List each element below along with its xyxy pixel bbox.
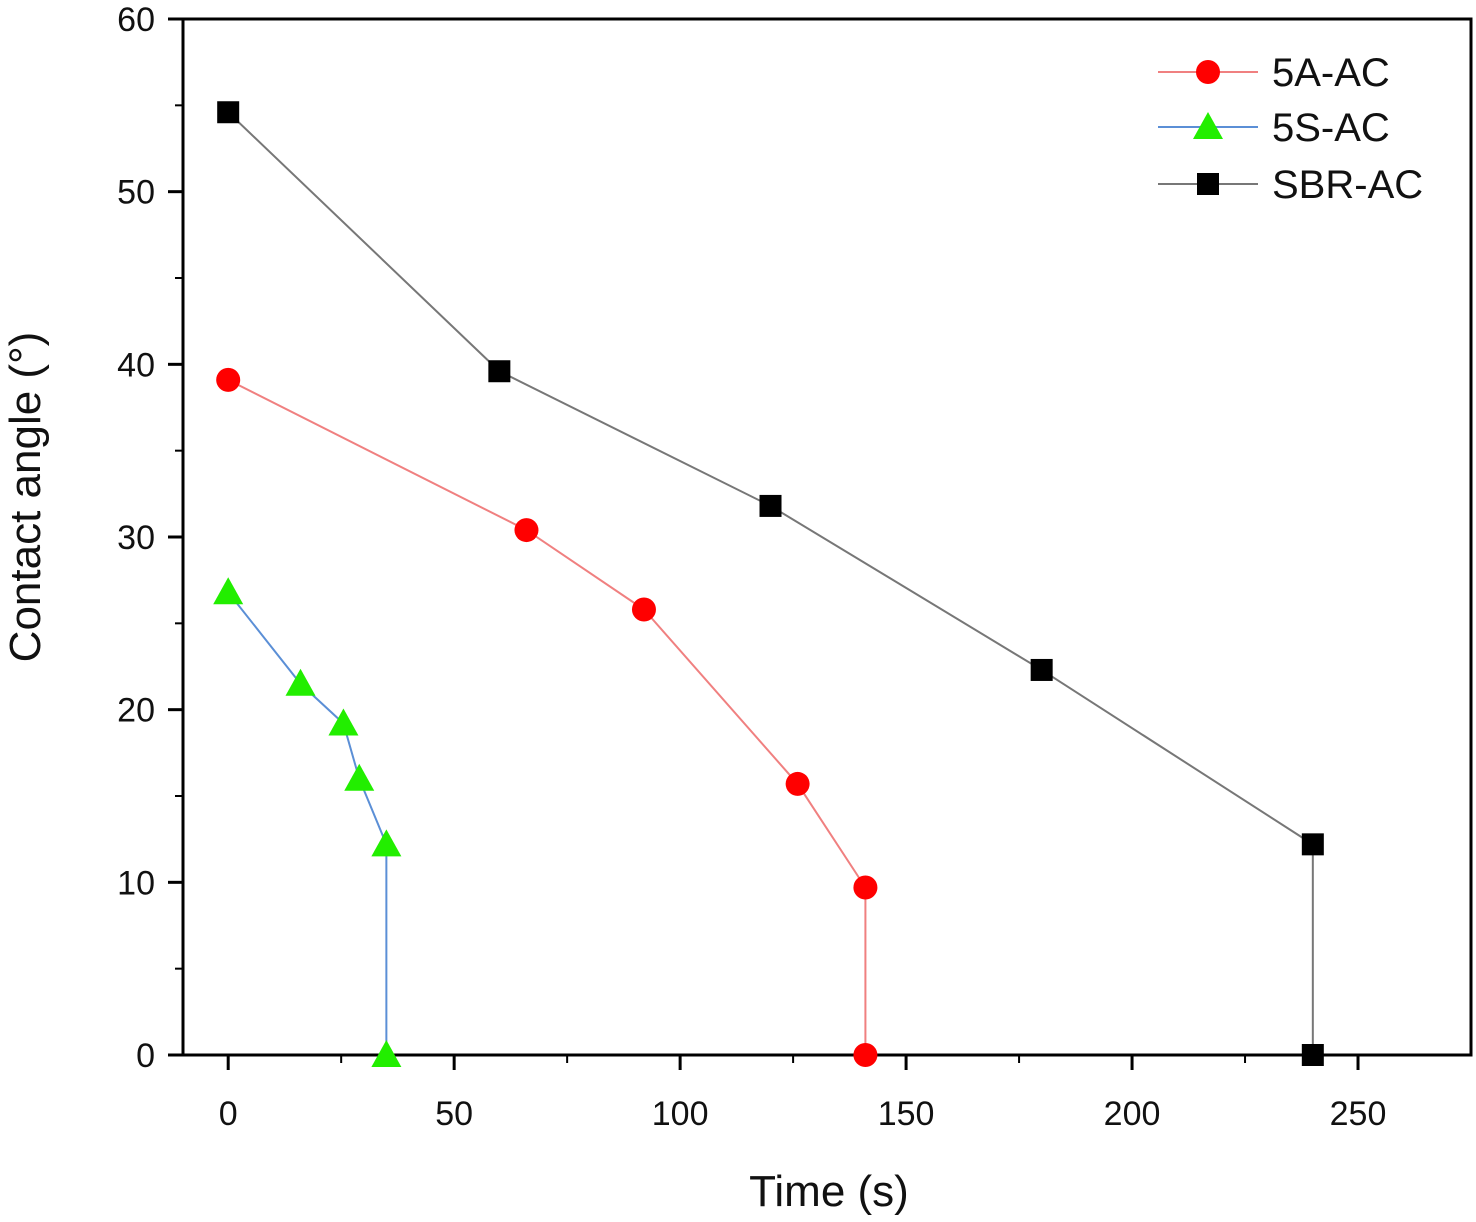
legend-marker xyxy=(1196,60,1220,84)
data-point xyxy=(759,494,782,517)
data-point xyxy=(217,101,240,124)
series-5a-ac xyxy=(216,367,878,1067)
data-point xyxy=(1030,658,1053,681)
data-point xyxy=(285,668,316,696)
x-tick-label: 250 xyxy=(1330,1095,1387,1133)
series-line xyxy=(227,591,388,1055)
data-point xyxy=(785,771,810,796)
data-point xyxy=(213,577,244,605)
legend-entry: SBR-AC xyxy=(1158,163,1423,207)
x-tick-label: 100 xyxy=(652,1095,709,1133)
data-point xyxy=(216,367,241,392)
data-point xyxy=(853,875,878,900)
x-tick-label: 200 xyxy=(1104,1095,1161,1133)
y-tick-label: 50 xyxy=(117,174,155,212)
x-tick-label: 50 xyxy=(435,1095,473,1133)
legend-label: 5S-AC xyxy=(1272,106,1390,150)
series-sbr-ac xyxy=(217,101,1324,1066)
x-axis-title: Time (s) xyxy=(749,1167,909,1216)
data-point xyxy=(853,1043,878,1067)
data-point xyxy=(514,518,539,543)
x-tick-label: 150 xyxy=(878,1095,935,1133)
legend-label: SBR-AC xyxy=(1272,163,1423,207)
data-point xyxy=(1301,1044,1324,1066)
y-tick-label: 20 xyxy=(117,692,155,730)
series-line xyxy=(227,111,1314,1055)
legend-marker xyxy=(1197,173,1219,195)
data-point xyxy=(371,1040,402,1067)
y-tick-label: 30 xyxy=(117,519,155,557)
legend: 5A-AC 5S-AC SBR-AC xyxy=(1158,51,1423,207)
data-point xyxy=(328,708,359,736)
y-axis-title: Contact angle (°) xyxy=(1,332,50,663)
series-line xyxy=(227,378,867,1055)
data-point xyxy=(371,829,402,857)
series-layer xyxy=(213,101,1324,1067)
y-axis: 0 10 20 30 40 50 60 xyxy=(117,1,183,1075)
x-axis: 0 50 100 150 200 250 xyxy=(219,1055,1387,1133)
data-point xyxy=(488,360,511,383)
y-tick-label: 60 xyxy=(117,1,155,39)
legend-entry: 5A-AC xyxy=(1158,51,1390,95)
legend-label: 5A-AC xyxy=(1272,51,1390,95)
series-5s-ac xyxy=(213,577,402,1067)
data-point xyxy=(344,763,375,791)
legend-marker xyxy=(1193,112,1223,139)
x-tick-label: 0 xyxy=(219,1095,238,1133)
data-point xyxy=(1301,833,1324,856)
y-tick-label: 10 xyxy=(117,864,155,902)
legend-entry: 5S-AC xyxy=(1158,106,1390,150)
y-tick-label: 40 xyxy=(117,346,155,384)
y-tick-label: 0 xyxy=(136,1037,155,1075)
data-point xyxy=(631,597,656,622)
